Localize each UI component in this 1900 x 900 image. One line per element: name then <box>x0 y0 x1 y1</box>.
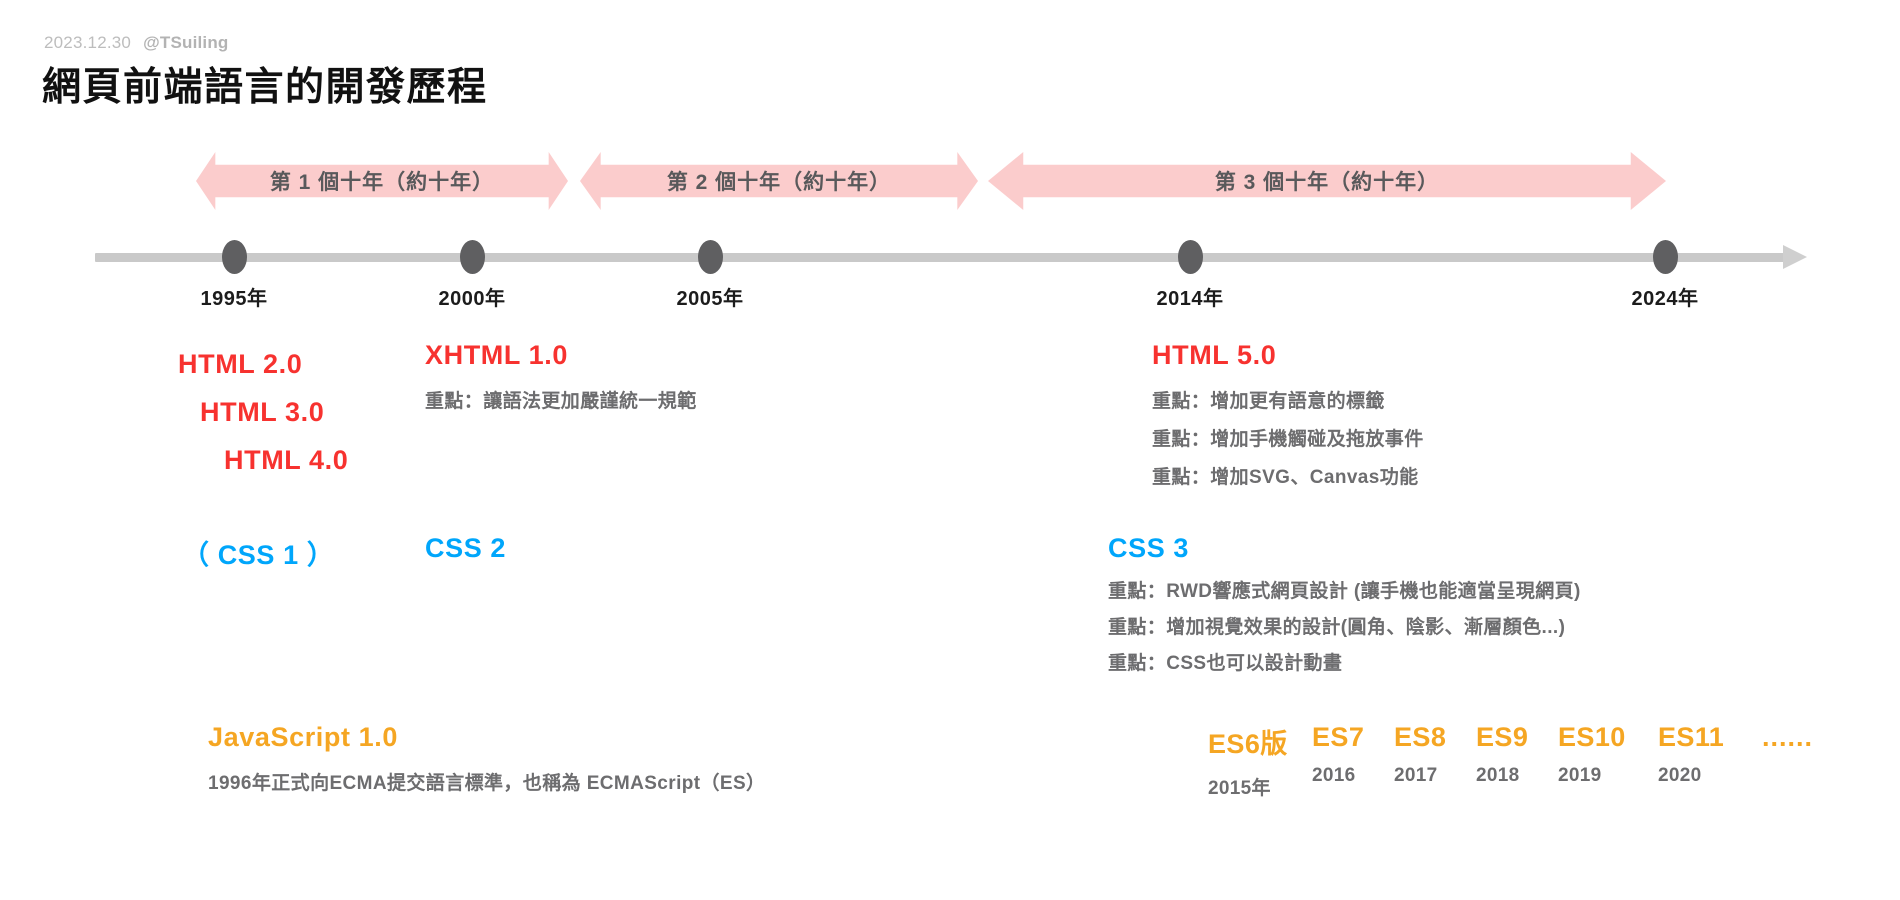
decade-banner-3: 第 3 個十年（約十年） <box>988 152 1666 210</box>
timeline-node-dot[interactable] <box>1178 240 1203 274</box>
es-version-item: ES11 2020 <box>1658 722 1762 787</box>
css3-note: 重點：RWD響應式網頁設計 (讓手機也能適當呈現網頁) <box>1108 581 1581 602</box>
es-version-item: ES7 2016 <box>1312 722 1394 787</box>
es-version-year: 2020 <box>1658 765 1702 786</box>
es-version-name: ES6版 <box>1208 729 1288 759</box>
timeline-node-year-label: 2000年 <box>438 288 506 310</box>
timeline-node-year-label: 2014年 <box>1156 288 1224 310</box>
es-version-year: 2018 <box>1476 765 1520 786</box>
html5-note: 重點：增加手機觸碰及拖放事件 <box>1152 429 1424 450</box>
decade-banner-label: 第 3 個十年（約十年） <box>1214 171 1440 194</box>
css3-note: 重點：增加視覺效果的設計(圓角、陰影、漸層顏色...) <box>1108 617 1566 638</box>
timeline-node-year-label: 1995年 <box>200 288 268 310</box>
timeline-axis-line <box>95 253 1790 262</box>
decade-banner-label: 第 2 個十年（約十年） <box>666 171 892 194</box>
decade-banner-label: 第 1 個十年（約十年） <box>269 171 495 194</box>
es-version-name: ES9 <box>1476 722 1529 752</box>
byline-handle: @TSuiling <box>143 33 229 52</box>
html5-note: 重點：增加更有語意的標籤 <box>1152 391 1385 412</box>
css3-note: 重點：CSS也可以設計動畫 <box>1108 653 1343 674</box>
javascript-note: 1996年正式向ECMA提交語言標準，也稱為 ECMAScript（ES） <box>208 773 766 794</box>
es-version-row: ES6版 2015年 ES7 2016 ES8 2017 ES9 2018 ES10 2019 ES… <box>1208 722 1813 800</box>
decade-banner-2: 第 2 個十年（約十年） <box>580 152 978 210</box>
entry-html5: HTML 5.0 重點：增加更有語意的標籤 重點：增加手機觸碰及拖放事件 重點：… <box>1152 340 1424 497</box>
byline-date: 2023.12.30 <box>44 33 132 52</box>
decade-banner-1: 第 1 個十年（約十年） <box>196 152 568 210</box>
es-version-name: ES7 <box>1312 722 1365 752</box>
html5-note: 重點：增加SVG、Canvas功能 <box>1152 467 1419 488</box>
timeline-node-dot[interactable] <box>460 240 485 274</box>
es-version-name: ES8 <box>1394 722 1447 752</box>
timeline-node-year-label: 2005年 <box>676 288 744 310</box>
html-version-label: HTML 2.0 <box>178 349 303 379</box>
entry-javascript: JavaScript 1.0 1996年正式向ECMA提交語言標準，也稱為 EC… <box>208 722 765 803</box>
entry-html-early: HTML 2.0 HTML 3.0 HTML 4.0 <box>178 340 348 484</box>
page-title: 網頁前端語言的開發歷程 <box>42 66 488 109</box>
css3-title: CSS 3 <box>1108 533 1190 563</box>
timeline-node-dot[interactable] <box>222 240 247 274</box>
es-version-year: 2015年 <box>1208 778 1271 799</box>
es-version-item: ES8 2017 <box>1394 722 1476 787</box>
timeline-node-dot[interactable] <box>698 240 723 274</box>
es-version-year: 2016 <box>1312 765 1356 786</box>
html-version-label: HTML 4.0 <box>224 445 349 475</box>
entry-css1: （ CSS 1 ） <box>182 533 334 572</box>
es-version-item: ES10 2019 <box>1558 722 1658 787</box>
timeline-node-dot[interactable] <box>1653 240 1678 274</box>
byline: 2023.12.30 @TSuiling <box>44 33 229 53</box>
css2-title: CSS 2 <box>425 533 507 563</box>
es-version-year: 2017 <box>1394 765 1438 786</box>
xhtml-title: XHTML 1.0 <box>425 340 568 370</box>
html5-title: HTML 5.0 <box>1152 340 1277 370</box>
es-version-item: ES9 2018 <box>1476 722 1558 787</box>
es-version-name: ES10 <box>1558 722 1626 752</box>
html-version-label: HTML 3.0 <box>200 397 325 427</box>
entry-xhtml: XHTML 1.0 重點：讓語法更加嚴謹統一規範 <box>425 340 697 421</box>
timeline-node-year-label: 2024年 <box>1631 288 1699 310</box>
es-version-year: 2019 <box>1558 765 1602 786</box>
es-version-name: ES11 <box>1658 722 1725 752</box>
es-version-item: ES6版 2015年 <box>1208 722 1312 800</box>
css1-title: （ CSS 1 ） <box>182 540 335 570</box>
timeline-axis-arrow-icon <box>1783 245 1807 269</box>
xhtml-note: 重點：讓語法更加嚴謹統一規範 <box>425 391 697 412</box>
entry-css3: CSS 3 重點：RWD響應式網頁設計 (讓手機也能適當呈現網頁) 重點：增加視… <box>1108 533 1581 682</box>
javascript-title: JavaScript 1.0 <box>208 722 399 752</box>
entry-css2: CSS 2 <box>425 533 506 564</box>
es-version-more: ...... <box>1762 722 1814 752</box>
